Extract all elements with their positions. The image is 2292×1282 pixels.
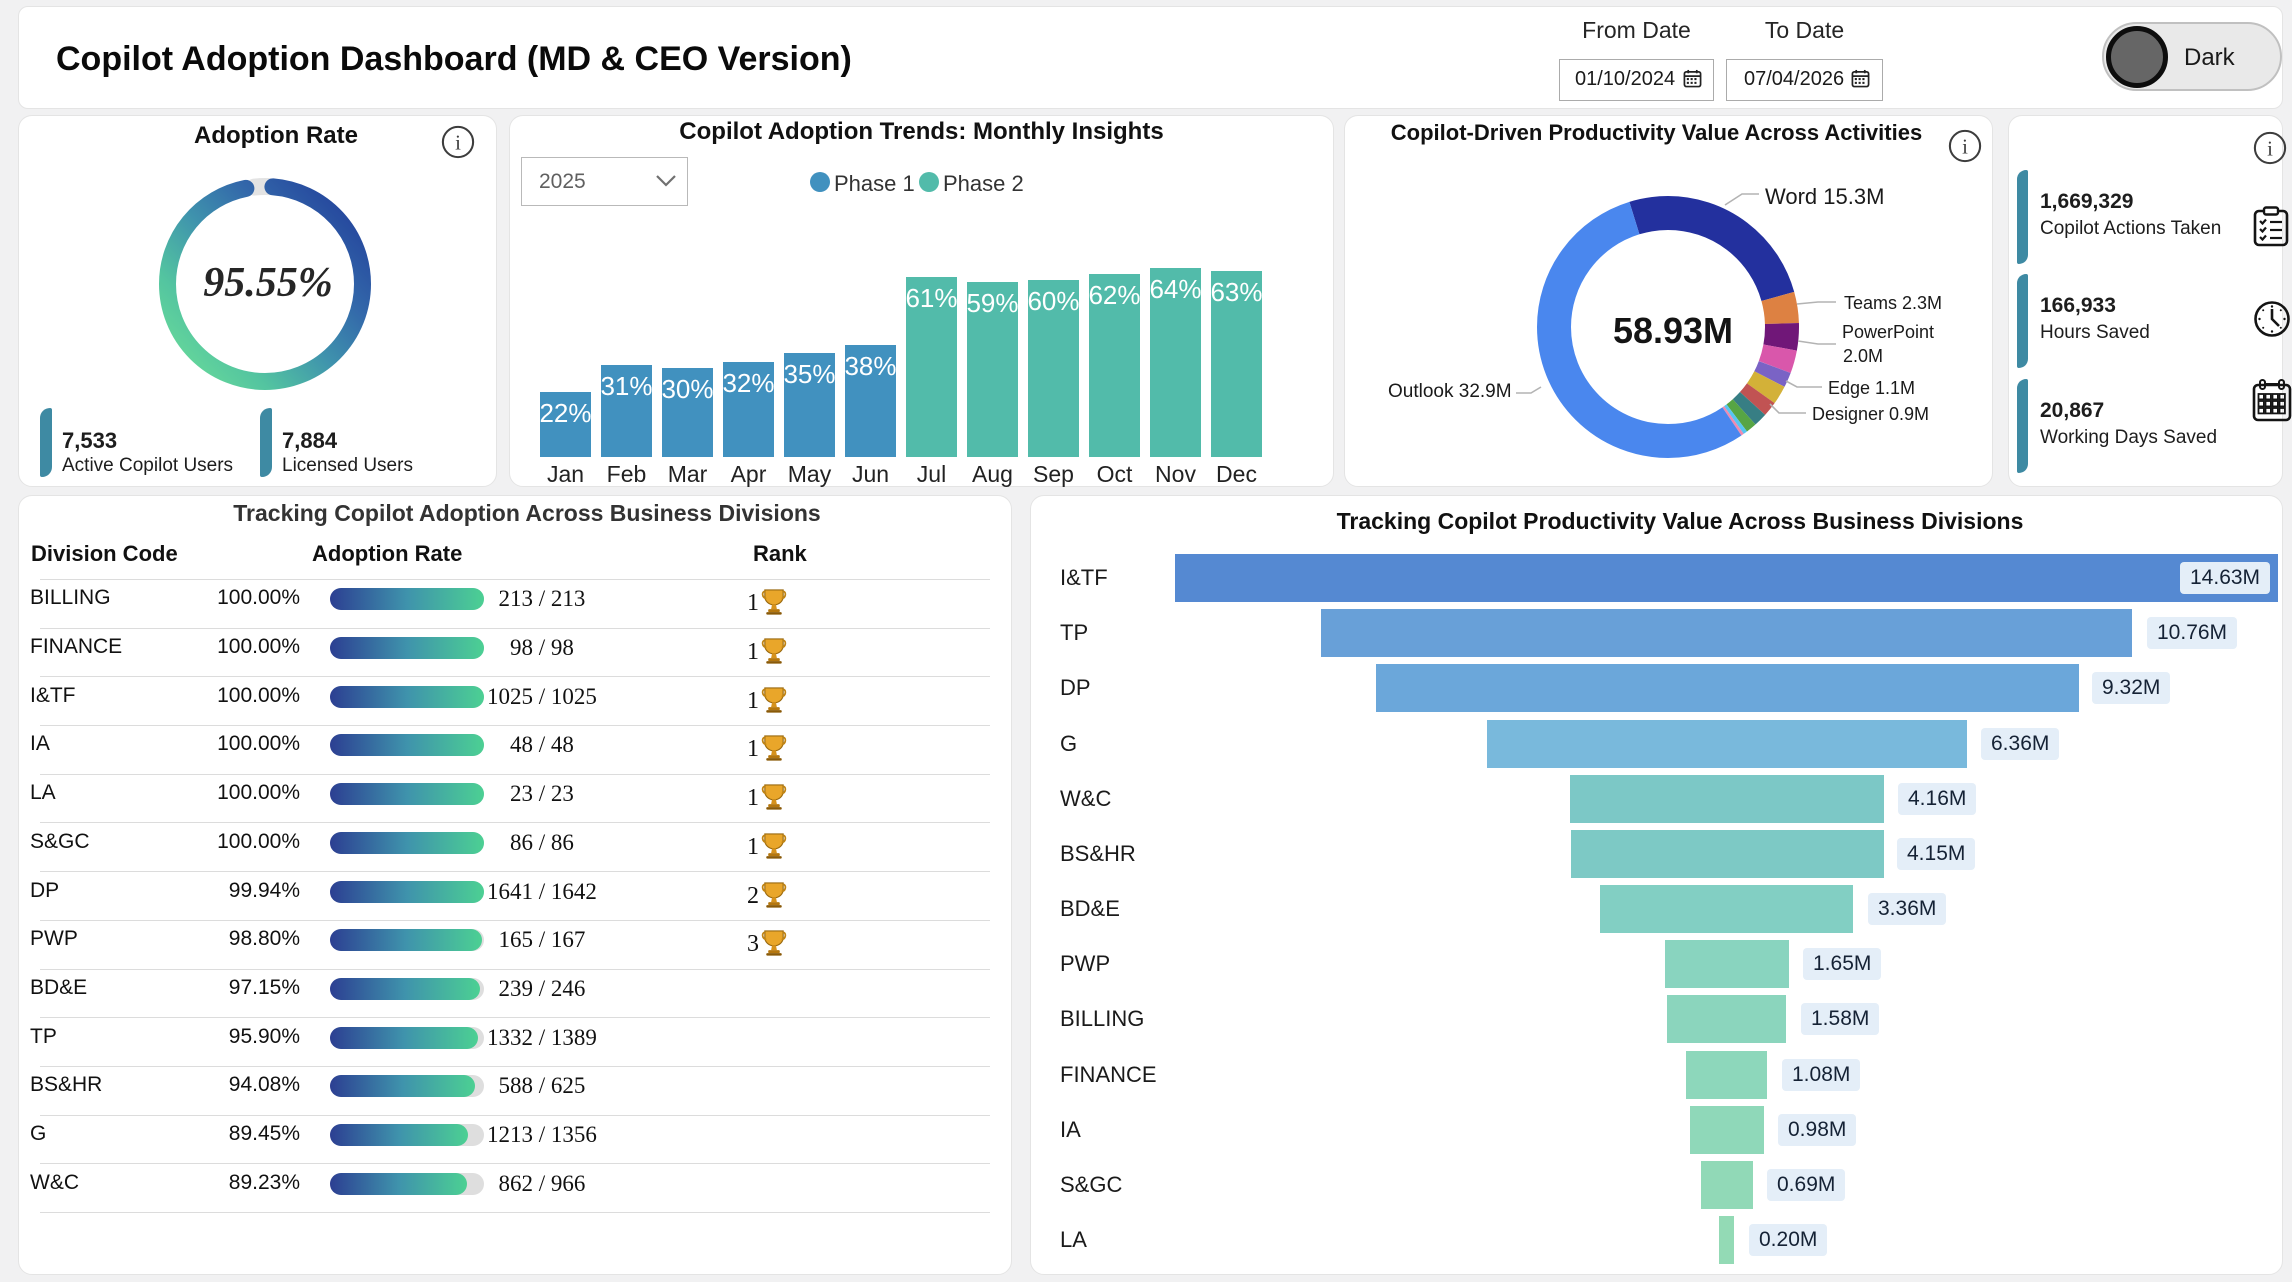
svg-text:i: i [2267, 138, 2273, 161]
svg-text:i: i [455, 132, 461, 155]
svg-text:i: i [1962, 136, 1968, 159]
